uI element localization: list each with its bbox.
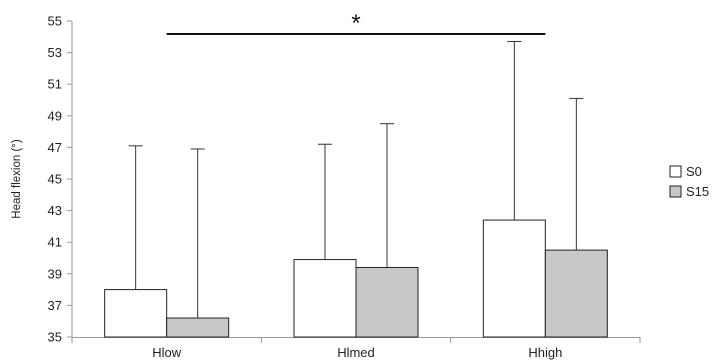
bars <box>104 219 608 338</box>
y-tick-label: 43 <box>48 203 62 218</box>
legend-label-s0: S0 <box>686 164 702 179</box>
y-tick-label: 49 <box>48 108 62 123</box>
bar-s0-hhigh <box>482 219 546 338</box>
error-bars <box>128 41 584 319</box>
legend-swatch-s15 <box>669 185 682 198</box>
y-tick-label: 41 <box>48 235 62 250</box>
y-tick-label: 55 <box>48 14 62 29</box>
y-tick-label: 35 <box>48 330 62 345</box>
bar-s15-hlow <box>166 317 230 338</box>
x-tick-label: Hlmed <box>337 345 375 360</box>
y-axis-title: Head flexion (°) <box>11 139 23 219</box>
y-tick-label: 53 <box>48 45 62 60</box>
y-tick-label: 45 <box>48 172 62 187</box>
labels: 35 37 39 41 43 45 47 49 51 53 55 Hlow Hlmed Hhigh Head… <box>11 14 562 361</box>
bar-s15-hhigh <box>544 249 608 338</box>
x-tick-label: Hhigh <box>528 345 562 360</box>
significance-annotation: * <box>166 10 546 37</box>
significance-star: * <box>351 10 360 37</box>
y-tick-label: 47 <box>48 140 62 155</box>
y-tick-label: 51 <box>48 77 62 92</box>
x-tick-label: Hlow <box>152 345 182 360</box>
y-tick-label: 39 <box>48 266 62 281</box>
legend-label-s15: S15 <box>686 184 709 199</box>
bar-s15-hlmed <box>355 266 419 338</box>
y-tick-label: 37 <box>48 298 62 313</box>
bar-s0-hlow <box>104 289 168 338</box>
legend-swatch-s0 <box>669 165 682 178</box>
bar-s0-hlmed <box>293 259 357 338</box>
